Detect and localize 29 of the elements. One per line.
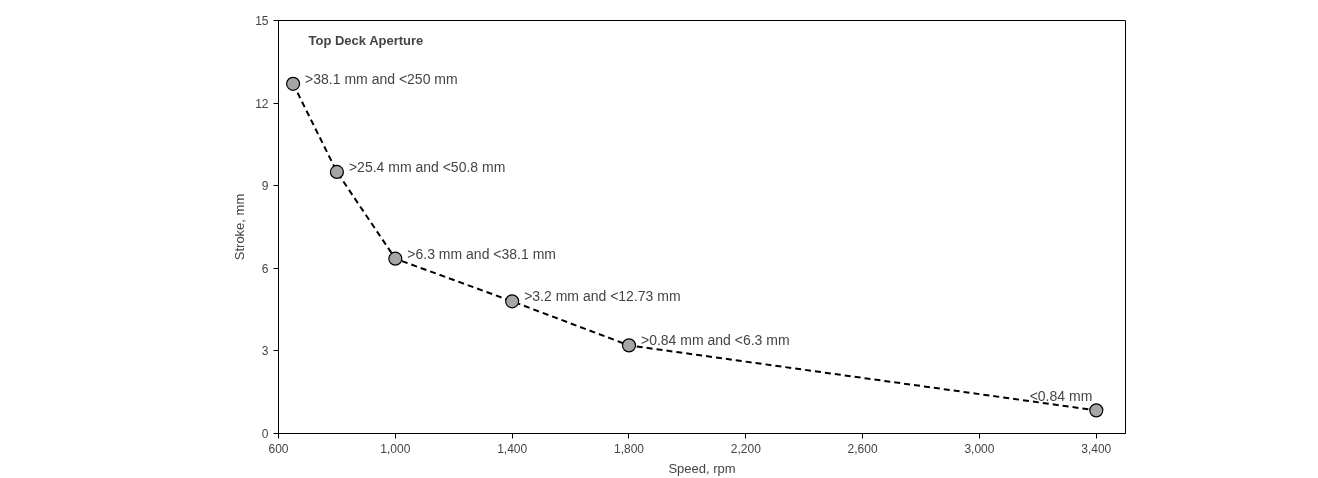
x-tick-label: 1,400 (497, 441, 528, 456)
point (505, 294, 520, 309)
x-tick-label: 2,600 (847, 441, 878, 456)
x-tick-label: 3,400 (1081, 441, 1112, 456)
point (286, 76, 301, 91)
x-axis-title: Speed, rpm (668, 460, 736, 476)
point (621, 338, 637, 353)
y-tick-label: 12 (255, 96, 269, 111)
text: Top Deck Aperture (308, 33, 424, 48)
x-tick-label: 3,000 (964, 441, 995, 456)
y-tick-label: 9 (261, 179, 269, 194)
point (388, 251, 403, 266)
x-tick-label: 2,200 (730, 441, 762, 456)
annotation: <0.84 mm (1029, 388, 1093, 405)
point (329, 164, 345, 180)
x-tick-label: 600 (268, 441, 289, 456)
y-axis-title: Stroke, mm (232, 193, 248, 261)
point (1089, 403, 1104, 418)
annotation: >3.2 mm and <12.73 mm (524, 288, 681, 305)
x-tick-label: 1,800 (613, 441, 645, 456)
annotation: >6.3 mm and <38.1 mm (407, 245, 556, 262)
x-tick-label: 1,000 (380, 441, 411, 456)
y-tick-label: 6 (261, 261, 269, 276)
y-tick-label: 0 (261, 427, 269, 441)
annotation: >0.84 mm and <6.3 mm (640, 332, 790, 349)
y-tick-label: 3 (261, 344, 269, 359)
annotation: >25.4 mm and <50.8 mm (348, 158, 506, 175)
annotation: >38.1 mm and <250 mm (305, 70, 458, 87)
y-tick-label: 15 (255, 14, 269, 28)
